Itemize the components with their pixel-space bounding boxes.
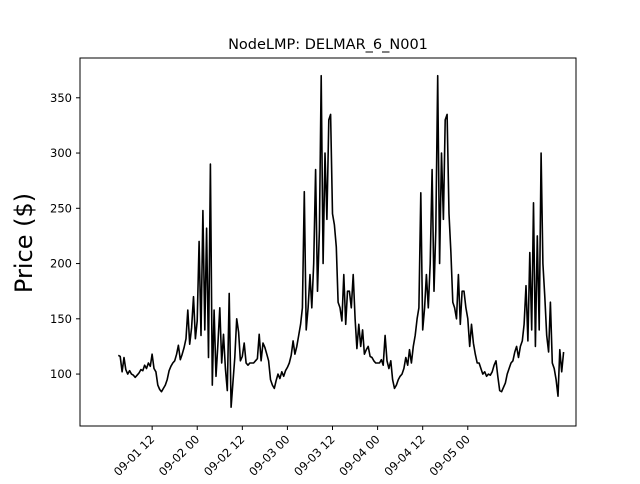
series-group — [117, 74, 565, 409]
y-tick-label: 150 — [50, 312, 72, 326]
y-tick-label: 200 — [50, 257, 72, 271]
y-tick-label: 250 — [50, 201, 72, 215]
x-tick-label: 09-02 00 — [156, 432, 202, 478]
x-tick-label: 09-03 00 — [246, 432, 292, 478]
x-tick-label: 09-04 12 — [381, 432, 427, 478]
plot-frame — [79, 57, 577, 427]
x-tick-label: 09-04 00 — [336, 432, 382, 478]
price-series-line — [117, 74, 565, 409]
chart-title: NodeLMP: DELMAR_6_N001 — [228, 37, 428, 53]
y-tick-label: 100 — [50, 367, 72, 381]
y-tick-label: 300 — [50, 146, 72, 160]
x-tick-label: 09-03 12 — [291, 432, 337, 478]
y-tick-label: 350 — [50, 91, 72, 105]
y-axis-ticks: 100 150 200 250 300 350 — [50, 91, 80, 381]
y-axis-label: Price ($) — [10, 193, 38, 293]
x-tick-label: 09-01 12 — [111, 432, 157, 478]
x-tick-label: 09-05 00 — [426, 432, 472, 478]
x-tick-label: 09-02 12 — [201, 432, 247, 478]
